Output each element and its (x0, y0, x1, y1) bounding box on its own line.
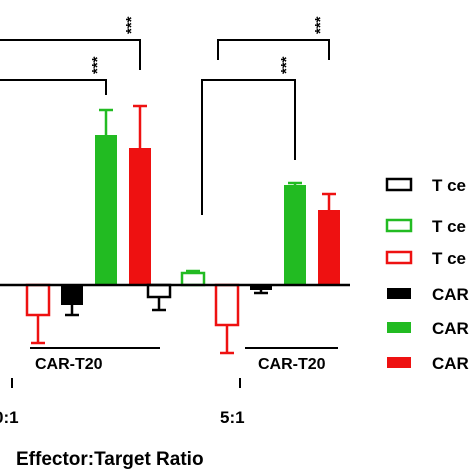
legend-swatch-1 (385, 218, 413, 233)
bar-5-1-s2 (214, 283, 240, 327)
x-axis-label: Effector:Target Ratio (16, 449, 204, 470)
subgroup-1-label: CAR-T20 (258, 356, 326, 373)
legend-label-1: T ce (432, 217, 466, 236)
x-axis-ticks (11, 378, 241, 388)
legend-swatch-3 (387, 288, 411, 299)
legend-label-3: CAR (432, 285, 469, 304)
legend-swatch-4 (387, 322, 411, 333)
bar-5-1-s4 (284, 185, 306, 285)
legend-swatch-5 (387, 357, 411, 368)
sig-bracket-1-inner (201, 79, 296, 215)
bar-0-1-s2 (25, 283, 51, 317)
legend-swatch-2 (385, 250, 413, 265)
significance-brackets: *** *** *** *** (0, 16, 330, 215)
sig-bracket-1-inner-label: *** (278, 56, 295, 74)
sig-bracket-0-outer (0, 39, 141, 70)
bar-0-1-s3 (61, 285, 83, 305)
group-label-0: 0:1 (0, 408, 19, 427)
legend-label-4: CAR (432, 319, 469, 338)
legend: T ce T ce T ce CAR CAR CAR (385, 176, 469, 373)
bar-5-1-s3 (250, 285, 272, 290)
bar-5-1-s0 (146, 283, 172, 299)
sig-bracket-0-inner-label: *** (89, 56, 106, 74)
legend-label-2: T ce (432, 249, 466, 268)
bar-0-1-s5 (129, 148, 151, 285)
legend-label-0: T ce (432, 176, 466, 195)
sig-bracket-1-outer (217, 39, 330, 60)
legend-swatch-0 (385, 177, 413, 192)
subgroup-0-label: CAR-T20 (35, 356, 103, 373)
group-label-1: 5:1 (220, 408, 245, 427)
sig-bracket-0-outer-label: *** (123, 16, 140, 34)
subgroup-labels: CAR-T20 CAR-T20 (30, 347, 338, 373)
bar-0-1-s4 (95, 135, 117, 285)
sig-bracket-0-inner (0, 79, 107, 95)
sig-bracket-1-outer-label: *** (312, 16, 329, 34)
legend-label-5: CAR (432, 354, 469, 373)
bar-5-1-s1 (180, 271, 206, 287)
bar-5-1-s5 (318, 210, 340, 285)
bars-layer (25, 104, 340, 355)
